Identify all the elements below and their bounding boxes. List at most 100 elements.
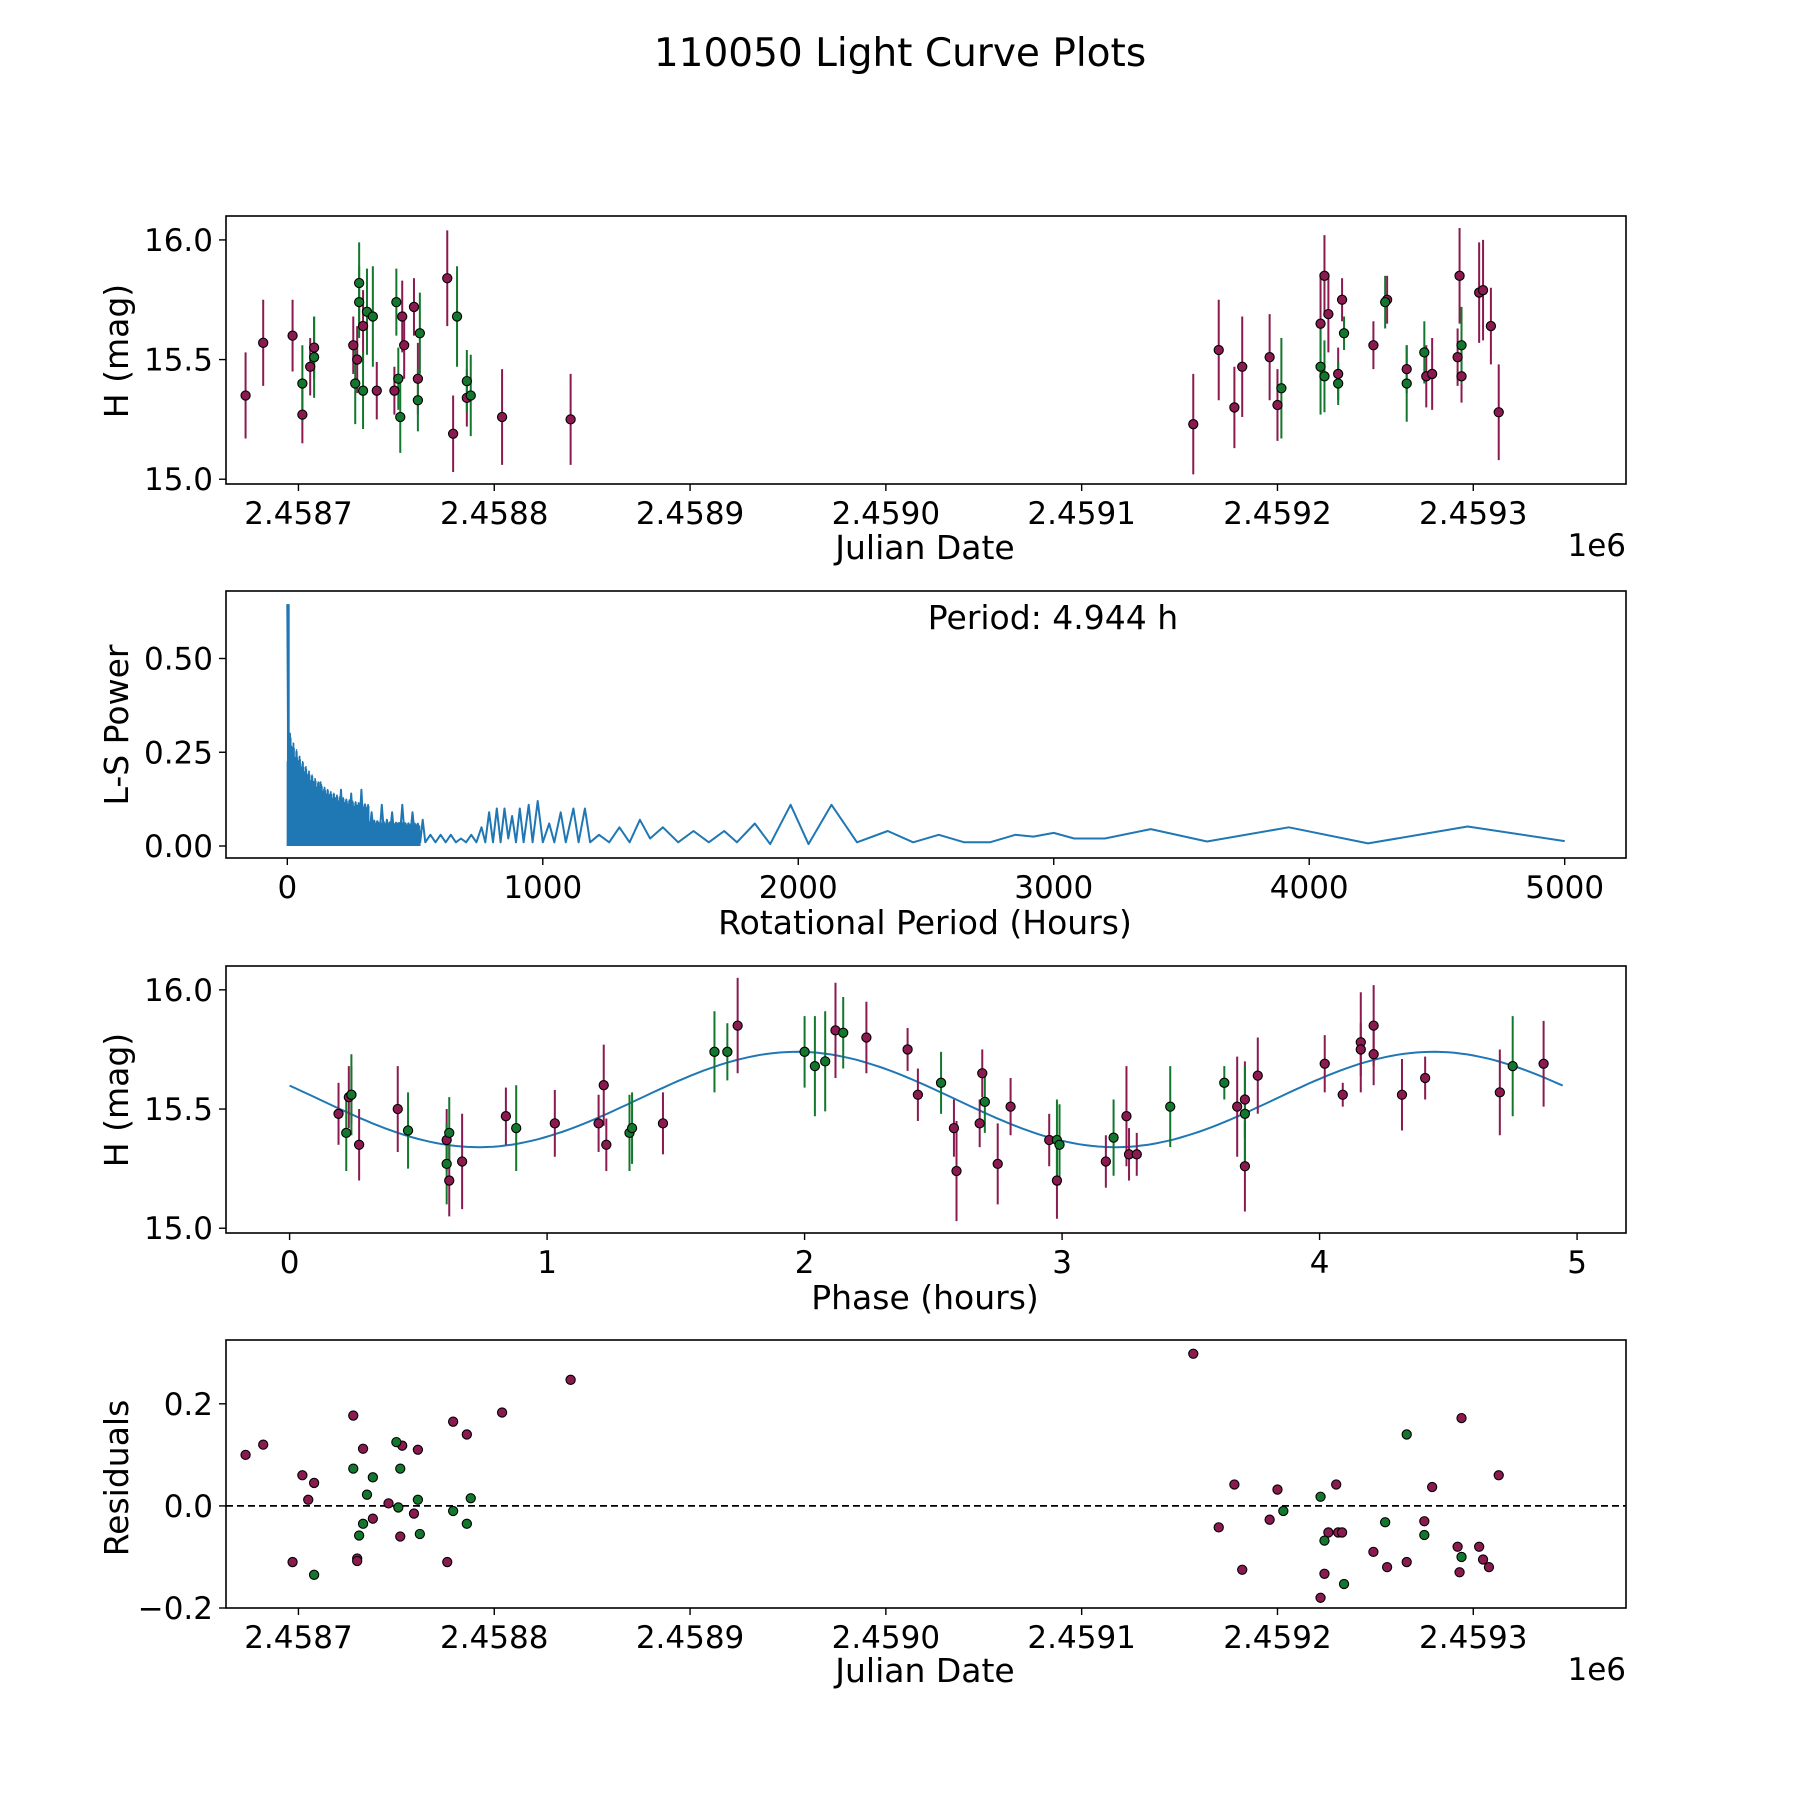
phased-point	[333, 1108, 344, 1119]
light-curve-point	[308, 342, 320, 353]
light-curve-xtick-label: 2.4589	[636, 496, 744, 532]
phased-xtick-label: 1	[537, 1245, 557, 1281]
residuals-panel: Julian Date Residuals 1e6 2.4587 2.4588 2.…	[97, 1339, 1627, 1690]
light-curve-point	[1229, 402, 1240, 413]
phased-point	[1420, 1072, 1431, 1084]
phased-markers	[333, 1020, 1549, 1186]
phased-point	[979, 1096, 990, 1108]
light-curve-xtick-label: 2.4591	[1027, 496, 1135, 532]
residuals-point	[461, 1518, 472, 1529]
light-curve-ytick-label: 15.5	[144, 343, 213, 379]
phased-point	[1494, 1087, 1505, 1098]
phased-point	[912, 1089, 924, 1100]
residuals-point	[391, 1436, 402, 1448]
phased-point	[593, 1118, 604, 1129]
residuals-ytick-label: 0.2	[164, 1387, 213, 1423]
residuals-point	[240, 1449, 251, 1461]
residuals-point	[1419, 1529, 1430, 1541]
residuals-point	[1331, 1479, 1342, 1490]
residuals-point	[303, 1494, 314, 1505]
phased-point	[1165, 1101, 1176, 1112]
residuals-point	[1493, 1470, 1504, 1481]
light-curve-point	[1272, 399, 1283, 411]
phased-point	[1219, 1077, 1230, 1088]
residuals-point	[1381, 1562, 1393, 1573]
figure-title: 110050 Light Curve Plots	[654, 31, 1146, 76]
light-curve-point	[258, 337, 269, 348]
light-curve-ytick-label: 16.0	[144, 223, 213, 259]
light-curve-point	[1368, 340, 1379, 351]
phased-point	[1368, 1049, 1379, 1060]
phased-xtick-label: 4	[1310, 1245, 1330, 1281]
residuals-xtick-label: 2.4587	[244, 1620, 352, 1656]
light-curve-point	[397, 311, 408, 322]
residuals-xtick-label: 2.4589	[636, 1620, 744, 1656]
phased-point	[549, 1118, 560, 1129]
phased-point	[500, 1111, 512, 1122]
periodogram-xtick-label: 5000	[1525, 870, 1604, 906]
phased-point	[709, 1046, 720, 1057]
light-curve-point	[1477, 285, 1489, 296]
residuals-point	[1338, 1578, 1350, 1590]
light-curve-point	[442, 273, 453, 284]
residuals-point	[352, 1555, 363, 1567]
light-curve-point	[297, 378, 308, 389]
phased-point	[809, 1060, 821, 1072]
residuals-point	[414, 1528, 425, 1540]
light-curve-offset-label: 1e6	[1567, 528, 1626, 564]
residuals-point	[565, 1374, 576, 1385]
light-curve-point	[1319, 270, 1330, 281]
phased-plot-frame	[225, 965, 1627, 1234]
residuals-point	[412, 1494, 424, 1505]
phased-point	[1538, 1058, 1549, 1069]
phased-xtick-label: 3	[1052, 1245, 1072, 1281]
light-curve-point	[1401, 378, 1412, 389]
residuals-markers	[240, 1348, 1504, 1603]
light-curve-point	[1452, 352, 1463, 363]
residuals-point	[1319, 1535, 1330, 1546]
residuals-point	[1419, 1516, 1430, 1527]
light-curve-markers	[240, 270, 1504, 439]
light-curve-point	[1456, 340, 1467, 351]
phased-point	[1054, 1139, 1065, 1150]
residuals-point	[1456, 1412, 1467, 1424]
light-curve-point	[1319, 371, 1330, 382]
phased-ytick-label: 15.0	[144, 1211, 213, 1247]
light-curve-point	[1427, 368, 1438, 380]
light-curve-point	[357, 385, 369, 396]
residuals-point	[1454, 1567, 1465, 1578]
phased-point	[1108, 1132, 1119, 1143]
residuals-point	[308, 1477, 320, 1489]
residuals-point	[1456, 1551, 1467, 1563]
periodogram-forest	[286, 605, 421, 846]
phased-point	[948, 1122, 960, 1134]
phased-point	[626, 1122, 638, 1134]
phased-point	[977, 1068, 988, 1079]
light-curve-point	[461, 375, 472, 387]
light-curve-plot-frame	[225, 215, 1627, 485]
light-curve-point	[1213, 344, 1224, 356]
light-curve-point	[1485, 320, 1497, 332]
phased-point	[1100, 1156, 1112, 1167]
light-curve-point	[1419, 347, 1430, 358]
periodogram-xtick-label: 0	[277, 870, 297, 906]
light-curve-point	[348, 340, 359, 351]
residuals-point	[1336, 1527, 1348, 1538]
light-curve-point	[451, 311, 463, 322]
residuals-point	[383, 1498, 394, 1509]
residuals-offset-label: 1e6	[1567, 1652, 1626, 1688]
period-annotation: Period: 4.944 h	[928, 598, 1178, 637]
light-curve-point	[412, 373, 424, 384]
residuals-point	[1272, 1484, 1283, 1495]
residuals-point	[1380, 1517, 1391, 1528]
phased-point	[444, 1127, 455, 1139]
phased-point	[1355, 1044, 1366, 1055]
residuals-point	[1229, 1479, 1240, 1490]
periodogram-xtick-label: 1000	[503, 870, 582, 906]
residuals-point	[1473, 1541, 1485, 1552]
residuals-point	[1213, 1522, 1224, 1533]
residuals-point	[361, 1489, 373, 1500]
residuals-point	[393, 1502, 404, 1513]
periodogram-panel: Rotational Period (Hours) L-S Power Peri…	[97, 590, 1627, 942]
